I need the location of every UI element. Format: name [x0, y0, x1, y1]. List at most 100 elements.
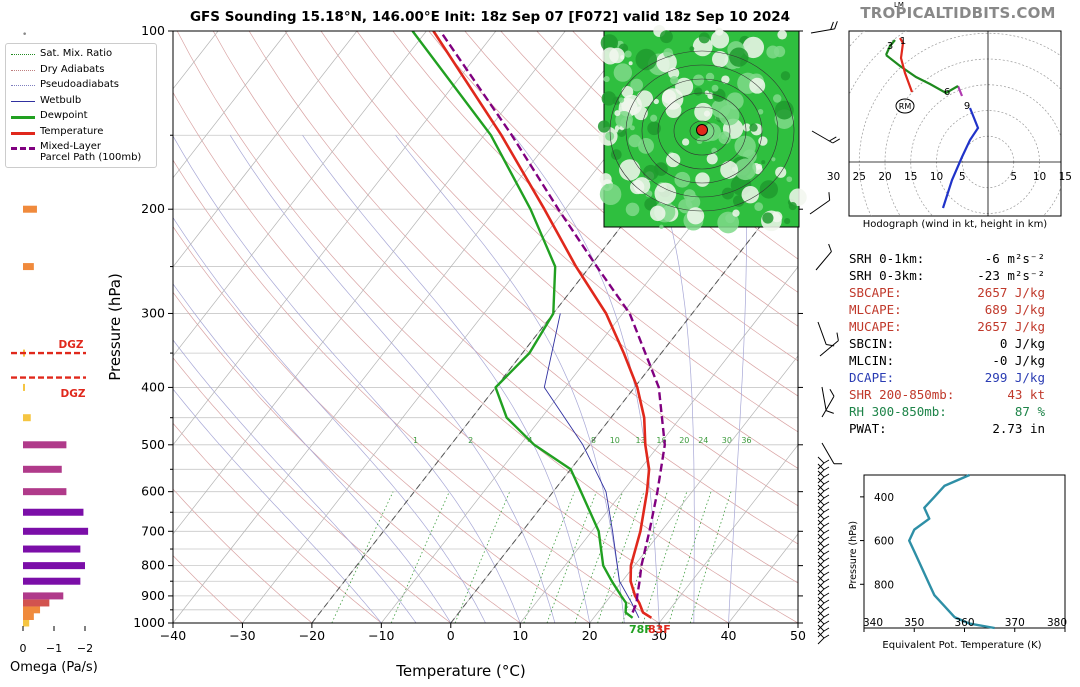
- rm-marker: [895, 98, 915, 114]
- legend-label: Temperature: [40, 125, 104, 137]
- index-value: 299 J/kg: [984, 370, 1045, 385]
- isobar-contour: [689, 120, 715, 142]
- cloud-patch: [618, 97, 625, 103]
- x-tick-label: −10: [368, 628, 394, 643]
- hodograph-trace-purple: [956, 85, 964, 97]
- cloud-patch: [715, 27, 724, 36]
- cloud-patch: [624, 50, 632, 58]
- wind-barb: [817, 477, 830, 491]
- wind-barb: [817, 624, 830, 638]
- cloud-patch: [771, 211, 783, 223]
- cloud-patch: [600, 34, 619, 52]
- cloud-patch: [613, 63, 633, 82]
- isobar-contour: [641, 78, 763, 184]
- cloud-patch: [711, 147, 718, 154]
- index-row: MUCAPE: 2657 J/kg: [849, 319, 1059, 336]
- cloud-patch: [656, 51, 677, 73]
- cloud-patch: [734, 135, 756, 157]
- mixing-ratio-line: [642, 491, 688, 623]
- cloud-patch: [619, 159, 641, 181]
- pseudoadiabat: [173, 135, 521, 623]
- lm-label: LM: [894, 1, 904, 9]
- legend-label: Wetbulb: [40, 94, 82, 106]
- legend-swatch: [11, 100, 35, 102]
- theta-e-y-tick-label: 600: [874, 536, 894, 548]
- hodograph-trace-green-top: [884, 39, 896, 56]
- omega-bar: [23, 606, 41, 614]
- dry-adiabat: [173, 555, 243, 623]
- index-value: 0 J/kg: [999, 336, 1045, 351]
- omega-bar: [23, 545, 81, 553]
- legend-swatch: [11, 147, 35, 150]
- wind-barb: [821, 388, 835, 418]
- isobar-contour: [609, 50, 795, 212]
- cloud-patch: [712, 50, 729, 68]
- cloud-patch: [665, 102, 682, 119]
- hodograph-tick-label: 5: [1010, 171, 1017, 183]
- omega-bar: [23, 465, 62, 473]
- cloud-patch: [757, 108, 764, 115]
- hodograph-trace-red: [899, 37, 914, 93]
- surface-temperature-label: 83F: [648, 623, 671, 636]
- rm-label: RM: [899, 102, 912, 111]
- wind-barb: [815, 243, 832, 271]
- omega-bar: [23, 577, 81, 585]
- index-row: PWAT: 2.73 in: [849, 421, 1059, 438]
- x-tick-label: 20: [582, 628, 598, 643]
- legend-swatch: [11, 116, 35, 119]
- index-value: 2657 J/kg: [977, 285, 1045, 300]
- isobar-contour: [673, 106, 731, 156]
- omega-bar: [23, 619, 30, 627]
- mixing-ratio-line: [523, 491, 575, 623]
- wind-barb: [809, 192, 831, 215]
- hodograph-tick-label: 15: [904, 171, 917, 183]
- isotherm: [173, 31, 497, 446]
- dry-adiabat: [176, 31, 798, 623]
- omega-bar: [23, 527, 89, 535]
- mixing-ratio-label: 24: [698, 436, 708, 445]
- wind-barb: [817, 498, 830, 512]
- cloud-patch: [789, 188, 807, 207]
- omega-tick-label: −2: [77, 642, 93, 655]
- isotherm: [519, 266, 798, 623]
- wind-barb: [817, 582, 830, 596]
- x-tick-label: −30: [229, 628, 255, 643]
- cloud-patch: [786, 176, 793, 183]
- dry-adiabat: [428, 31, 798, 362]
- hodograph-tick-label: 10: [1033, 171, 1046, 183]
- cloud-patch: [695, 172, 710, 187]
- index-value: 689 J/kg: [984, 302, 1045, 317]
- sounding-indices: SRH 0-1km: -6 m²s⁻² SRH 0-3km: -23 m²s⁻² SBC…: [849, 251, 1059, 438]
- omega-bar: [23, 205, 37, 213]
- legend-item: Wetbulb: [6, 95, 156, 109]
- legend-item: Sat. Mix. Ratio: [6, 48, 156, 62]
- chart-title: GFS Sounding 15.18°N, 146.00°E Init: 18z…: [189, 9, 791, 25]
- hodograph-height-label: 9: [964, 101, 970, 112]
- wind-barb: [817, 491, 830, 505]
- x-tick-label: −40: [160, 628, 186, 643]
- cloud-patch: [659, 224, 664, 229]
- dry-adiabat: [173, 357, 452, 623]
- legend-item: Dewpoint: [6, 110, 156, 124]
- y-tick-label: 1000: [133, 615, 165, 630]
- cloud-patch: [670, 75, 679, 85]
- legend-item: Pseudoadiabats: [6, 79, 156, 93]
- omega-bar: [23, 441, 67, 449]
- hodograph-tick-label: 20: [878, 171, 891, 183]
- index-value: 2657 J/kg: [977, 319, 1045, 334]
- cloud-patch: [718, 131, 732, 145]
- pseudoadiabat: [173, 339, 417, 623]
- cloud-patch: [614, 110, 621, 117]
- dgz-label: DGZ: [61, 388, 86, 400]
- x-tick-label: 30: [651, 628, 667, 643]
- legend-swatch: [11, 69, 35, 71]
- cloud-patch: [625, 202, 640, 217]
- omega-bar: [23, 599, 50, 607]
- cloud-patch: [635, 48, 658, 71]
- dry-adiabat: [392, 31, 798, 397]
- hodograph-frame: [848, 30, 1062, 217]
- dewpoint-profile: [411, 31, 634, 619]
- legend-label: Mixed-Layer Parcel Path (100mb): [40, 141, 142, 163]
- cloud-patch: [718, 104, 740, 126]
- index-value: -6 m²s⁻²: [984, 251, 1045, 266]
